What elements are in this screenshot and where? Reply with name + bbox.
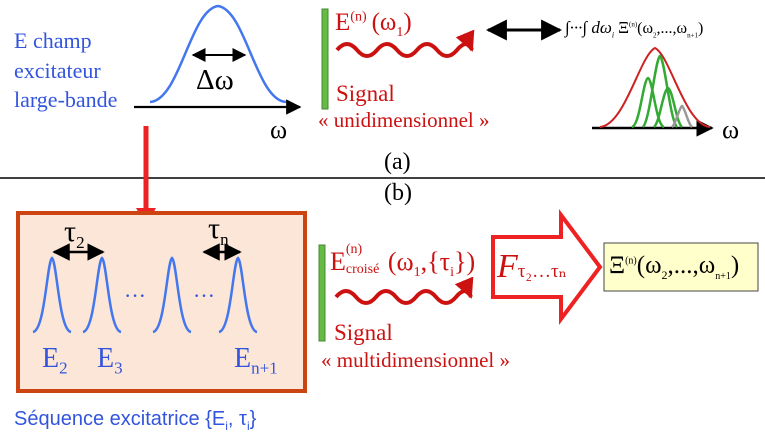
result-expression: Ξ(n)(ω2,...,ωn+1) (609, 252, 740, 282)
tau2-label: τ2 (64, 215, 85, 252)
bottom-field-expression: E (n) croisé (ω1,{τi}) (330, 242, 476, 281)
broadband-spectrum-curve (149, 4, 287, 104)
omega-axis-label: ω (270, 115, 288, 144)
grey-component (671, 104, 693, 128)
pulse-sequence-box (16, 211, 307, 393)
signal-wave-arrow-top (335, 29, 475, 58)
pulse-label-E2: E2 (42, 343, 68, 378)
pulse-E2 (32, 256, 72, 334)
panel-b-label: (b) (384, 180, 412, 206)
pulse-mid (152, 256, 192, 334)
field-label-line2: excitateur (14, 58, 101, 83)
pulse-dots-1: ··· (124, 283, 146, 308)
green-component-1 (631, 76, 665, 129)
result-box (603, 242, 759, 292)
bottom-signal-desc: « multidimensionnel » (321, 348, 510, 372)
fourier-transform-arrow (491, 209, 603, 325)
detector-bar-bottom (318, 244, 326, 342)
fourier-label: Fτ₂…τₙ (497, 248, 567, 285)
field-label-line3: large-bande (14, 87, 118, 112)
pulse-label-E3: E3 (97, 343, 123, 378)
top-signal-label: Signal (336, 81, 395, 106)
top-field-expression: E(n) (ω1) (335, 9, 412, 40)
bottom-signal-label: Signal (334, 320, 393, 345)
detector-bar-top (321, 8, 329, 110)
small-omega-label: ω (722, 115, 740, 144)
sequence-caption: Séquence excitatrice {Ei, τi} (14, 408, 257, 433)
pulse-dots-2: ··· (193, 283, 215, 308)
pulse-label-En1: En+1 (234, 343, 278, 378)
top-signal-desc: « unidimensionnel » (318, 108, 490, 132)
signal-wave-arrow-bottom (334, 276, 474, 305)
delta-omega-label: Δω (196, 64, 234, 96)
green-component-2 (641, 54, 679, 128)
taun-label: τn (208, 212, 229, 249)
red-envelope-curve (599, 46, 711, 128)
integral-expression: ∫···∫ dωi Ξ(n)(ω2,...,ωn+1) (565, 18, 704, 40)
panel-a-label: (a) (384, 149, 411, 175)
field-label-line1: E champ (14, 28, 92, 53)
